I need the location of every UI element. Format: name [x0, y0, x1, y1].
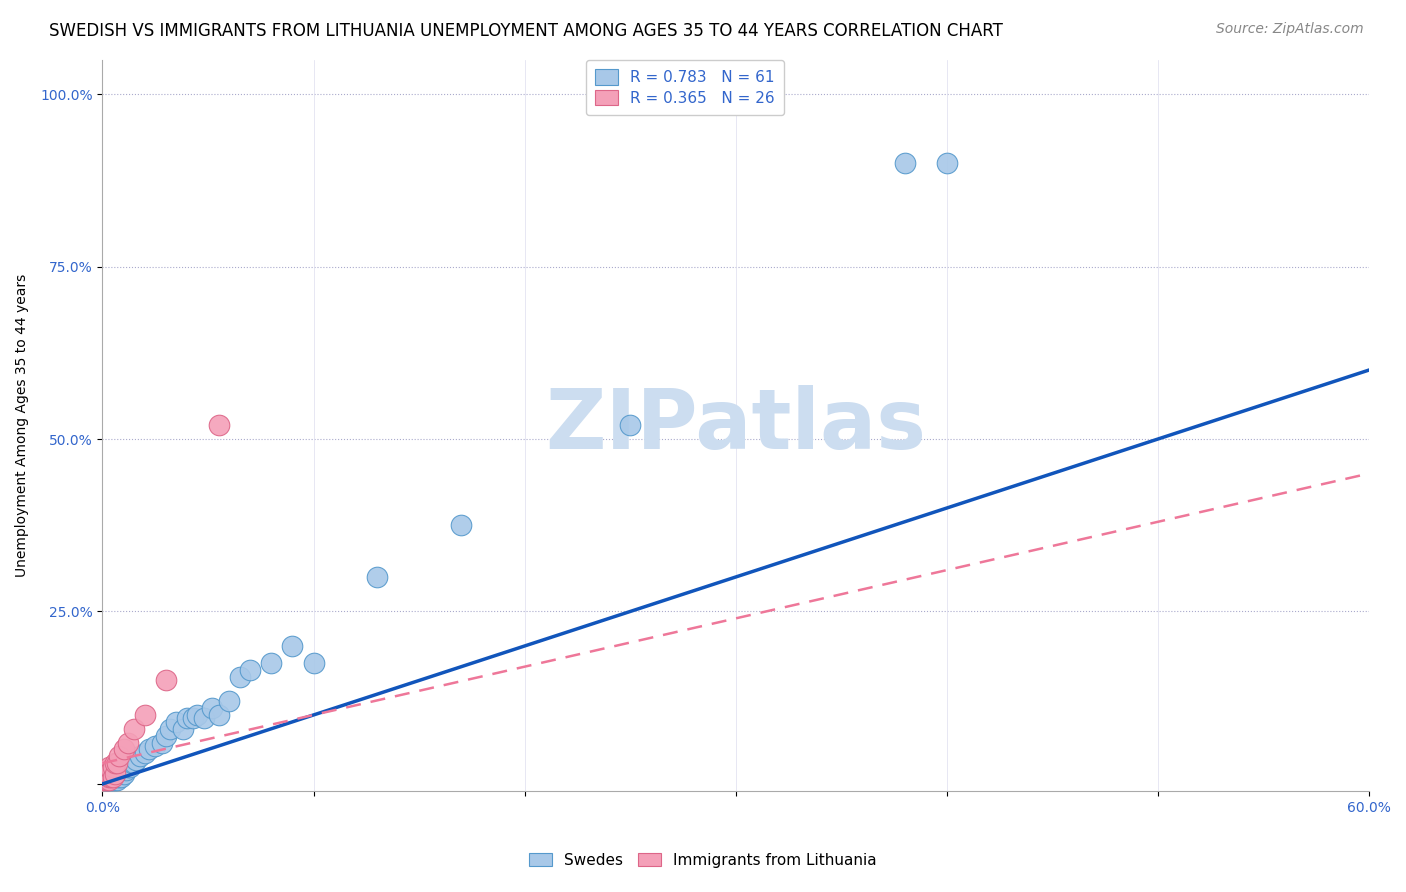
Point [207, 708, 229, 723]
Point [97, 763, 120, 777]
Point [104, 766, 127, 780]
Point [143, 739, 166, 753]
Point [104, 770, 127, 784]
Point [108, 760, 131, 774]
Point [96, 763, 118, 777]
Point [112, 742, 135, 756]
Point [96, 766, 118, 780]
Point [97, 770, 120, 784]
Point [105, 763, 128, 777]
Point [96, 770, 118, 784]
Text: Source: ZipAtlas.com: Source: ZipAtlas.com [1216, 22, 1364, 37]
Point [125, 753, 148, 767]
Point [186, 708, 208, 723]
Point [93, 766, 115, 780]
Point [165, 714, 187, 729]
Point [155, 729, 177, 743]
Point [101, 770, 124, 784]
Point [122, 756, 145, 771]
Point [97, 766, 120, 780]
Point [108, 749, 131, 764]
Point [110, 763, 132, 777]
Point [101, 766, 124, 780]
Point [138, 742, 160, 756]
Point [366, 570, 388, 584]
Text: ZIPatlas: ZIPatlas [546, 384, 927, 466]
Point [96, 766, 118, 780]
Point [893, 156, 915, 170]
Point [100, 763, 122, 777]
Point [207, 418, 229, 433]
Point [105, 773, 128, 788]
Point [176, 711, 198, 725]
Point [450, 518, 472, 533]
Point [104, 756, 127, 771]
Point [121, 756, 143, 771]
Point [172, 722, 194, 736]
Point [96, 773, 118, 788]
Legend: Swedes, Immigrants from Lithuania: Swedes, Immigrants from Lithuania [522, 845, 884, 875]
Point [105, 770, 128, 784]
Point [93, 773, 115, 788]
Point [935, 156, 957, 170]
Point [108, 766, 131, 780]
Point [100, 763, 122, 777]
Point [112, 760, 135, 774]
Point [96, 773, 118, 788]
Point [101, 773, 124, 788]
Point [150, 735, 173, 749]
Point [101, 770, 124, 784]
Y-axis label: Unemployment Among Ages 35 to 44 years: Unemployment Among Ages 35 to 44 years [15, 274, 30, 577]
Point [104, 773, 127, 788]
Point [101, 760, 124, 774]
Point [114, 763, 136, 777]
Point [619, 418, 641, 433]
Point [97, 770, 120, 784]
Point [159, 722, 181, 736]
Point [110, 770, 132, 784]
Point [134, 746, 156, 760]
Point [97, 760, 120, 774]
Text: SWEDISH VS IMMIGRANTS FROM LITHUANIA UNEMPLOYMENT AMONG AGES 35 TO 44 YEARS CORR: SWEDISH VS IMMIGRANTS FROM LITHUANIA UNE… [49, 22, 1002, 40]
Point [93, 770, 115, 784]
Point [97, 773, 120, 788]
Point [129, 749, 152, 764]
Point [97, 766, 120, 780]
Point [117, 735, 139, 749]
Point [118, 760, 141, 774]
Point [97, 773, 120, 788]
Point [181, 711, 204, 725]
Point [100, 770, 122, 784]
Point [302, 657, 325, 671]
Point [100, 773, 122, 788]
Point [193, 711, 215, 725]
Point [96, 770, 118, 784]
Point [155, 673, 177, 688]
Point [104, 763, 127, 777]
Legend: R = 0.783   N = 61, R = 0.365   N = 26: R = 0.783 N = 61, R = 0.365 N = 26 [586, 60, 785, 115]
Point [122, 722, 145, 736]
Point [260, 657, 283, 671]
Point [112, 766, 135, 780]
Point [91, 773, 114, 788]
Point [101, 763, 124, 777]
Point [134, 708, 156, 723]
Point [218, 694, 240, 708]
Point [105, 756, 128, 771]
Point [93, 770, 115, 784]
Point [93, 773, 115, 788]
Point [100, 770, 122, 784]
Point [228, 670, 250, 684]
Point [281, 639, 304, 653]
Point [201, 701, 224, 715]
Point [108, 770, 131, 784]
Point [117, 760, 139, 774]
Point [239, 663, 262, 677]
